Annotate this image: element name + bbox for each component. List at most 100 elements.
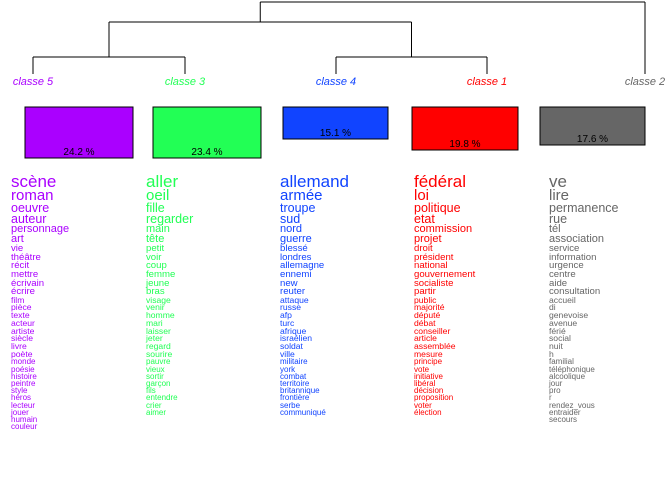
word-item: partir	[414, 286, 436, 298]
word-item: livre	[11, 340, 27, 351]
word-item: etat	[414, 212, 435, 227]
word-item: mari	[146, 317, 163, 328]
word-item: nord	[280, 223, 303, 236]
word-item: aimer	[146, 407, 167, 417]
word-item: accueil	[549, 294, 576, 305]
word-item: héros	[11, 393, 32, 403]
word-item: service	[549, 243, 580, 255]
word-list-classe4: allemand armée troupe sud nord guerre blessé lo…	[280, 173, 349, 417]
word-item: turc	[280, 317, 295, 328]
word-item: commission	[414, 223, 473, 236]
word-item: main	[146, 223, 170, 236]
word-item: loi	[414, 187, 430, 205]
word-item: jeune	[146, 277, 170, 289]
word-item: film	[11, 294, 25, 305]
word-item: rendez_vous	[549, 400, 595, 410]
word-item: urgence	[549, 260, 584, 272]
word-item: vieux	[146, 364, 165, 374]
word-item: férié	[549, 325, 566, 336]
word-item: aller	[146, 172, 179, 191]
word-item: attaque	[280, 294, 309, 305]
class-label-classe3: classe 3	[165, 76, 206, 88]
word-item: social	[549, 333, 571, 344]
word-item: lecteur	[11, 400, 36, 410]
word-item: h	[549, 348, 554, 359]
word-item: voir	[146, 251, 162, 263]
word-list-classe5: scène roman oeuvre auteur personnage art vie th…	[11, 173, 70, 431]
word-item: mettre	[11, 268, 39, 280]
word-item: guerre	[280, 233, 312, 246]
word-item: écrivain	[11, 277, 45, 289]
word-item: président	[414, 251, 454, 263]
word-item: politique	[414, 200, 461, 215]
word-item: garçon	[146, 379, 171, 388]
word-item: pro	[549, 386, 561, 396]
word-item: socialiste	[414, 277, 454, 289]
word-item: député	[414, 310, 441, 321]
word-item: mesure	[414, 348, 443, 359]
class-percent-classe5: 24.2 %	[63, 147, 94, 158]
word-item: sud	[280, 212, 301, 227]
word-item: genevoise	[549, 310, 589, 321]
word-item: récit	[11, 260, 30, 272]
class-bar-classe3	[152, 106, 262, 159]
word-item: consultation	[549, 286, 601, 298]
class-percent-classe3: 23.4 %	[191, 147, 222, 158]
word-item: entraider	[549, 407, 581, 417]
word-item: national	[414, 260, 448, 272]
word-item: libéral	[414, 379, 436, 388]
word-item: humain	[11, 415, 38, 425]
word-item: crier	[146, 400, 162, 410]
word-item: texte	[11, 310, 30, 321]
word-item: coup	[146, 260, 167, 272]
word-item: afrique	[280, 325, 307, 336]
word-item: venir	[146, 302, 165, 313]
word-item: théâtre	[11, 251, 41, 263]
word-list-classe1: fédéral loi politique etat commission projet d…	[414, 173, 475, 417]
word-item: ennemi	[280, 268, 312, 280]
class-label-classe5: classe 5	[13, 76, 54, 88]
word-item: avenue	[549, 317, 578, 328]
word-item: monde	[11, 357, 36, 367]
word-item: r	[549, 393, 552, 403]
class-label-classe2: classe 2	[625, 76, 665, 88]
word-item: débat	[414, 317, 436, 328]
word-item: acteur	[11, 317, 35, 328]
word-item: territoire	[280, 379, 310, 388]
word-item: armée	[280, 187, 323, 205]
word-item: information	[549, 251, 597, 263]
word-item: personnage	[11, 223, 70, 236]
class-percent-classe1: 19.8 %	[449, 139, 480, 150]
word-item: vie	[11, 243, 24, 255]
word-item: style	[11, 386, 28, 396]
word-item: nuit	[549, 340, 563, 351]
word-item: jour	[549, 379, 563, 388]
word-item: pauvre	[146, 357, 171, 367]
word-item: soldat	[280, 340, 303, 351]
word-item: public	[414, 294, 437, 305]
word-item: new	[280, 277, 298, 289]
word-item: voter	[414, 400, 432, 410]
word-item: permanence	[549, 200, 619, 215]
word-item: oeil	[146, 187, 170, 205]
word-item: afp	[280, 310, 292, 321]
word-item: roman	[11, 187, 54, 205]
word-item: militaire	[280, 357, 308, 367]
word-item: majorité	[414, 302, 445, 313]
word-item: oeuvre	[11, 200, 50, 215]
class-percent-classe2: 17.6 %	[577, 134, 608, 145]
word-item: blessé	[280, 243, 308, 255]
word-item: fille	[146, 200, 165, 215]
class-bar-classe5	[24, 106, 134, 159]
word-item: communiqué	[280, 407, 326, 417]
word-item: poésie	[11, 364, 35, 374]
word-item: reuter	[280, 286, 306, 298]
word-item: frontière	[280, 393, 310, 403]
word-item: écrire	[11, 286, 35, 298]
class-label-classe1: classe 1	[467, 76, 507, 88]
word-item: sourire	[146, 348, 173, 359]
word-item: élection	[414, 407, 442, 417]
word-item: britannique	[280, 386, 320, 396]
word-item: combat	[280, 371, 307, 381]
word-item: article	[414, 333, 437, 344]
